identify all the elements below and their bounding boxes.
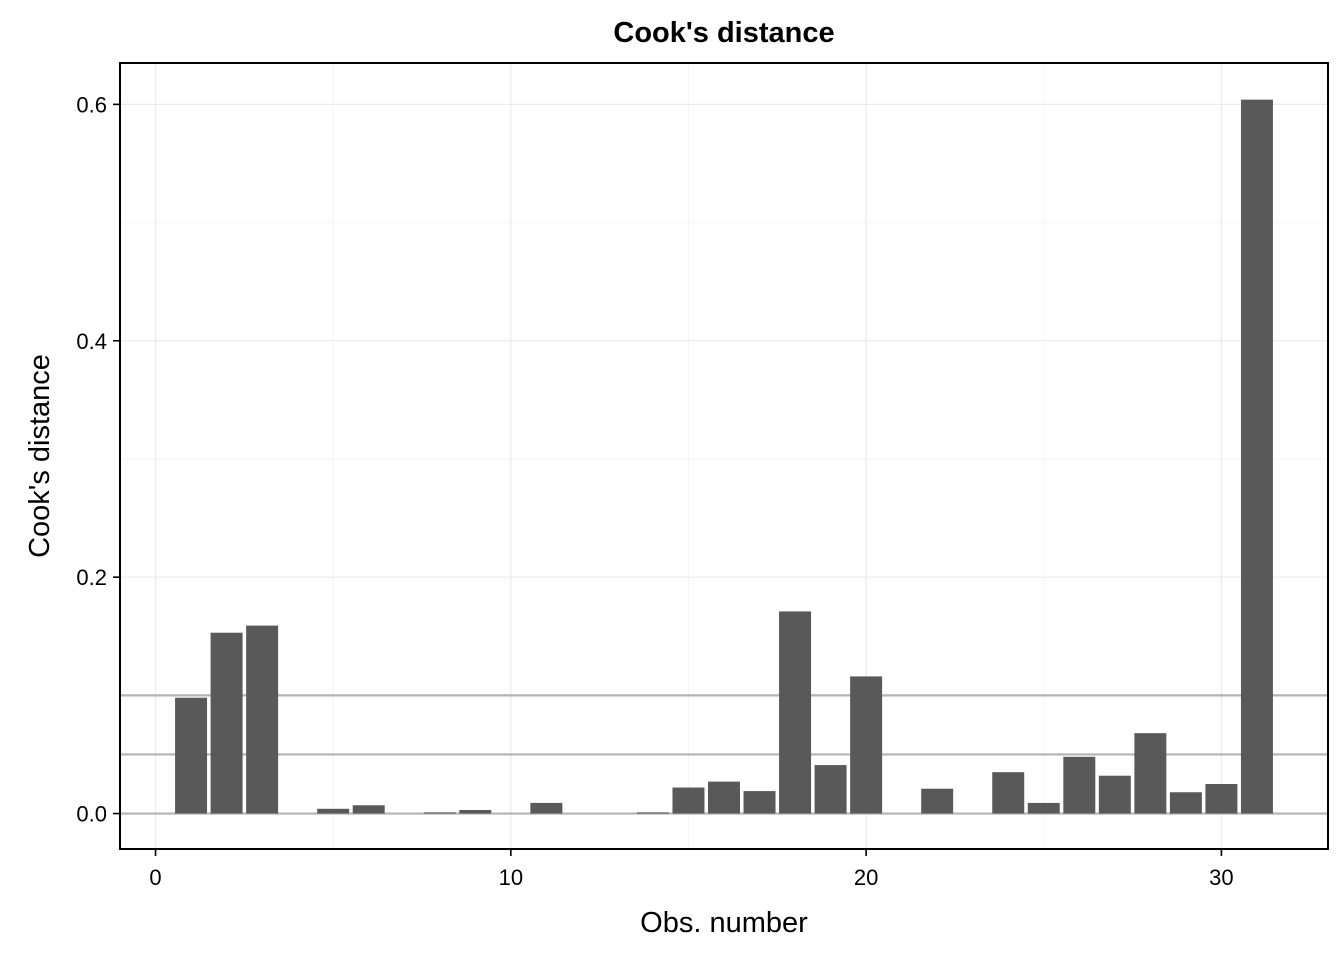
x-axis-title: Obs. number	[640, 907, 808, 939]
bar-obs-31	[1240, 99, 1273, 814]
grid-layer	[120, 63, 1328, 849]
bar-obs-30	[1205, 783, 1238, 814]
bar-obs-20	[850, 676, 883, 814]
x-tick-label: 10	[499, 865, 523, 890]
axes: 0 10 20 30 0.0 0.2 0.4 0.6	[76, 92, 1233, 890]
bar-obs-3	[246, 625, 279, 814]
bar-obs-11	[530, 802, 563, 814]
bar-obs-16	[708, 781, 740, 814]
bar-obs-2	[210, 632, 243, 814]
x-tick-label: 30	[1209, 865, 1233, 890]
bar-obs-26	[1063, 756, 1096, 814]
chart-title: Cook's distance	[613, 17, 834, 49]
bar-obs-5	[317, 808, 350, 814]
x-tick-label: 0	[149, 865, 161, 890]
bars	[175, 99, 1273, 814]
y-tick-label: 0.4	[76, 329, 107, 354]
bar-obs-9	[459, 809, 492, 814]
bar-obs-14	[636, 812, 669, 814]
bar-obs-8	[423, 812, 456, 814]
bar-obs-27	[1098, 775, 1131, 814]
bar-obs-15	[672, 787, 705, 814]
bar-obs-24	[992, 772, 1025, 814]
bar-obs-17	[743, 791, 776, 814]
bar-obs-25	[1027, 802, 1060, 814]
bar-obs-18	[779, 611, 812, 814]
y-tick-label: 0.2	[76, 565, 107, 590]
x-tick-label: 20	[854, 865, 878, 890]
y-tick-label: 0.0	[76, 802, 107, 827]
y-axis-title: Cook's distance	[24, 354, 56, 558]
bar-obs-22	[921, 788, 954, 814]
bar-obs-28	[1134, 733, 1167, 814]
bar-obs-1	[175, 697, 208, 814]
y-tick-label: 0.6	[76, 92, 107, 117]
bar-obs-29	[1169, 792, 1202, 814]
panel-border	[119, 62, 1329, 850]
bar-obs-19	[814, 765, 847, 814]
bar-obs-6	[352, 805, 385, 814]
